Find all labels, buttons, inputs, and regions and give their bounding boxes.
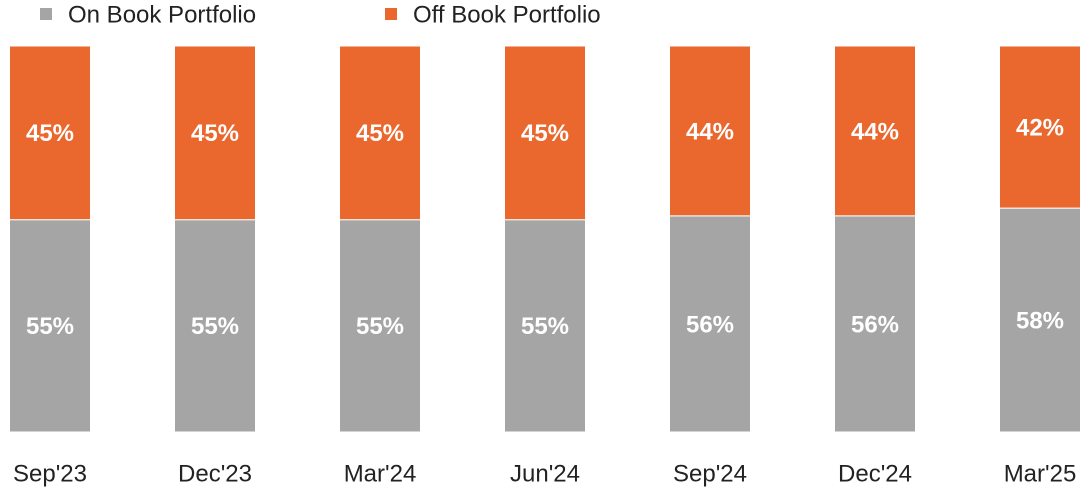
x-tick-label: Mar'24: [344, 460, 417, 487]
legend-swatch: [385, 8, 397, 20]
data-label: 55%: [356, 313, 404, 340]
bar-segment: [339, 45, 421, 221]
x-tick-label: Sep'24: [673, 460, 747, 487]
bar-segment: [9, 45, 91, 221]
x-tick-label: Jun'24: [510, 460, 580, 487]
data-label: 42%: [1016, 114, 1064, 141]
data-label: 44%: [686, 118, 734, 145]
bar-segment: [669, 45, 751, 217]
data-label: 55%: [191, 313, 239, 340]
legend-label: On Book Portfolio: [68, 1, 256, 28]
legend-label: Off Book Portfolio: [413, 1, 601, 28]
data-label: 58%: [1016, 307, 1064, 334]
bar-segment: [999, 45, 1081, 209]
legend-swatch: [40, 8, 52, 20]
bar-segment: [504, 219, 586, 433]
bar-segment: [669, 215, 751, 433]
x-tick-label: Sep'23: [13, 460, 87, 487]
data-label: 56%: [686, 311, 734, 338]
bar-segment: [339, 219, 421, 433]
bar-segment: [504, 45, 586, 221]
x-tick-label: Dec'23: [178, 460, 252, 487]
data-label: 45%: [521, 120, 569, 147]
data-label: 56%: [851, 311, 899, 338]
data-label: 45%: [26, 120, 74, 147]
x-tick-label: Dec'24: [838, 460, 912, 487]
x-tick-label: Mar'25: [1004, 460, 1077, 487]
bar-segment: [9, 219, 91, 433]
data-label: 55%: [521, 313, 569, 340]
bar-segment: [999, 207, 1081, 433]
bar-segment: [174, 45, 256, 221]
bar-segment: [834, 45, 916, 217]
data-label: 45%: [191, 120, 239, 147]
data-label: 45%: [356, 120, 404, 147]
bar-segment: [834, 215, 916, 433]
data-label: 44%: [851, 118, 899, 145]
data-label: 55%: [26, 313, 74, 340]
